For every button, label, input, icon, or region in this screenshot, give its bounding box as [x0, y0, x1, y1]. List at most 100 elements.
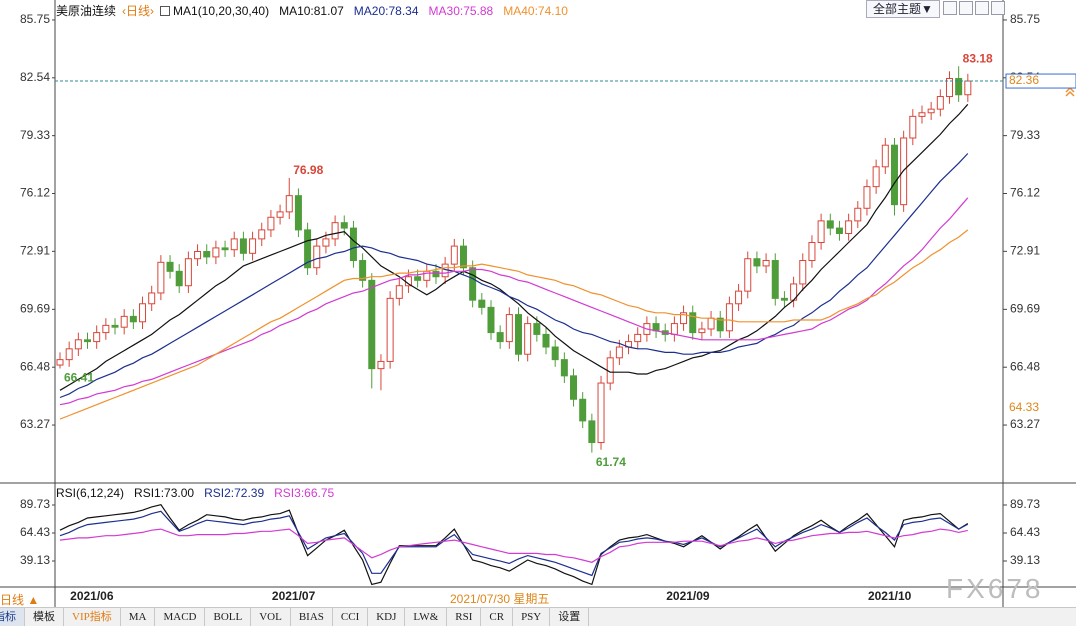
- y-tick-label: 69.69: [20, 302, 50, 316]
- candle-body: [890, 144, 898, 206]
- high-label: 83.18: [963, 51, 993, 65]
- toolbar-tab[interactable]: VOL: [251, 608, 291, 626]
- candle-body: [689, 312, 697, 334]
- low-label: 66.41: [64, 371, 94, 385]
- candle-body: [459, 245, 467, 269]
- collapse-icon: [1065, 86, 1075, 97]
- candle-body: [368, 279, 376, 370]
- series-line: [59, 504, 969, 586]
- series-line: [59, 197, 969, 406]
- legend-period[interactable]: ‹日线›: [122, 4, 155, 18]
- candle-body: [267, 216, 275, 231]
- candle-body: [120, 315, 128, 328]
- candle-body: [872, 166, 880, 188]
- toolbar-tab[interactable]: VIP指标: [64, 608, 121, 626]
- watermark: FX678: [946, 573, 1044, 604]
- candle-body: [65, 348, 73, 361]
- candle-body: [826, 220, 834, 229]
- legend-entry: RSI1:73.00: [134, 486, 195, 500]
- candle-body: [56, 359, 64, 366]
- toolbar-tab[interactable]: LW&: [405, 608, 448, 626]
- toolbar-tab[interactable]: BOLL: [205, 608, 252, 626]
- candle-body: [515, 314, 522, 355]
- high-label: 76.98: [293, 163, 323, 177]
- candle-body: [230, 238, 238, 251]
- candle-body: [102, 324, 110, 334]
- y-tick-label: 63.27: [20, 417, 50, 431]
- x-tick-label: 2021/09: [666, 589, 710, 603]
- candle-body: [588, 420, 596, 444]
- zoom-button[interactable]: [943, 1, 957, 15]
- price-tag: 64.33: [1009, 400, 1039, 414]
- move-button[interactable]: [991, 1, 1005, 15]
- legend-title: 美原油连续: [56, 4, 117, 18]
- candle-body: [175, 270, 183, 287]
- y-tick-label: 64.43: [20, 525, 50, 539]
- toolbar-tab[interactable]: KDJ: [368, 608, 406, 626]
- candle-body: [542, 333, 550, 348]
- toolbar-tab[interactable]: 指标: [0, 608, 25, 626]
- y-tick-label: 39.13: [20, 553, 50, 567]
- candle-body: [349, 227, 357, 262]
- candle-body: [129, 315, 137, 323]
- toolbar-tab[interactable]: BIAS: [291, 608, 333, 626]
- plot-area: [59, 504, 969, 586]
- toolbar-tab[interactable]: PSY: [513, 608, 551, 626]
- candle-body: [863, 186, 871, 209]
- candle-body: [313, 245, 321, 269]
- candle-body: [478, 299, 486, 308]
- toolbar: 指标模板VIP指标MAMACDBOLLVOLBIASCCIKDJLW&RSICR…: [0, 607, 1076, 626]
- legend: 美原油连续 ‹日线› MA1(10,20,30,40) MA10:81.07 MA20:…: [56, 2, 568, 19]
- candle-body: [221, 247, 229, 251]
- candle-body: [157, 261, 165, 294]
- legend-entry: MA30:75.88: [428, 3, 494, 18]
- candle-body: [716, 317, 724, 332]
- low-label: 61.74: [596, 455, 626, 469]
- legend-indicator: MA1(10,20,30,40): [173, 3, 270, 18]
- candle-body: [615, 346, 623, 359]
- toolbar-tab[interactable]: 设置: [550, 608, 590, 626]
- legend-entry: MA10:81.07: [279, 3, 344, 18]
- candle-body: [184, 258, 192, 287]
- candle-body: [166, 261, 174, 272]
- candle-body: [203, 251, 211, 258]
- last-price-tag: [1005, 73, 1076, 89]
- y-tick-label-right: 79.33: [1010, 128, 1040, 142]
- toolbar-tab[interactable]: MACD: [155, 608, 206, 626]
- candle-body: [771, 260, 779, 299]
- candle-body: [139, 303, 147, 323]
- y-tick-label: 76.12: [20, 186, 50, 200]
- candle-body: [570, 375, 578, 400]
- indicator-icon[interactable]: [160, 5, 171, 16]
- x-tick-label: 2021/06: [70, 589, 114, 603]
- candle-body: [414, 276, 422, 281]
- candle-body: [212, 247, 220, 258]
- candle-body: [670, 323, 678, 335]
- theme-button[interactable]: 全部主题▼: [866, 0, 940, 18]
- toolbar-tab[interactable]: CCI: [333, 608, 369, 626]
- candle-body: [194, 251, 202, 260]
- toolbar-tab[interactable]: MA: [121, 608, 156, 626]
- legend-entry: MA20:78.34: [353, 3, 419, 18]
- toolbar-tab[interactable]: 模板: [25, 608, 64, 626]
- legend-entry: RSI2:72.39: [204, 486, 265, 500]
- candle-body: [386, 297, 394, 362]
- candle-body: [799, 260, 807, 285]
- legend-entry: MA40:74.10: [503, 3, 568, 18]
- candle-body: [735, 290, 743, 305]
- candle-body: [918, 112, 926, 117]
- candle-body: [377, 360, 385, 370]
- candle-body: [496, 332, 504, 343]
- series-line: [59, 229, 969, 420]
- candle-body: [249, 238, 257, 254]
- zoom-button[interactable]: [959, 1, 973, 15]
- toolbar-tab[interactable]: RSI: [447, 608, 482, 626]
- candle-body: [294, 195, 302, 231]
- move-button[interactable]: [975, 1, 989, 15]
- candle-body: [955, 78, 963, 96]
- series-line: [59, 528, 968, 563]
- period-button[interactable]: 日线 ▲: [0, 593, 40, 607]
- candle-body: [304, 229, 312, 269]
- candle-body: [395, 285, 403, 299]
- toolbar-tab[interactable]: CR: [481, 608, 514, 626]
